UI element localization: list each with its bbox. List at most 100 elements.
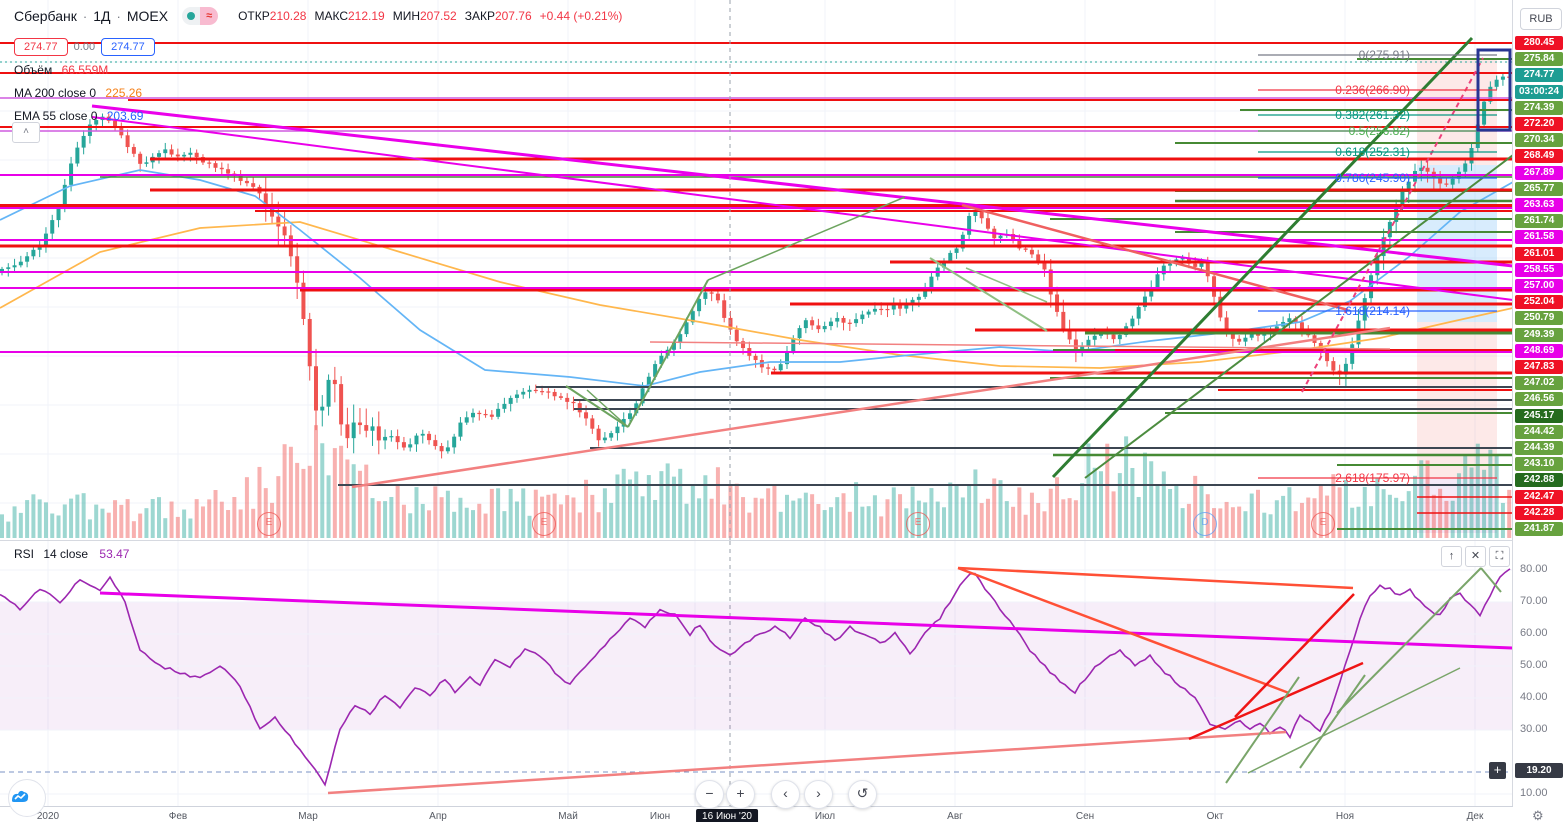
price-level-label: 247.83 bbox=[1515, 360, 1563, 374]
rsi-scale-tick: 80.00 bbox=[1520, 563, 1548, 575]
sell-order-button[interactable]: 274.77 bbox=[14, 38, 68, 56]
legend-collapse-button[interactable]: ˄ bbox=[12, 122, 40, 143]
fib-level-label: 0(275.91) bbox=[1358, 48, 1410, 62]
legend-separator: · bbox=[116, 8, 121, 24]
zoom-in-button[interactable]: + bbox=[726, 780, 755, 809]
fib-level-label: 0.618(252.31) bbox=[1335, 145, 1410, 159]
price-level-label: 268.49 bbox=[1515, 149, 1563, 164]
rsi-scale-tick: 30.00 bbox=[1520, 723, 1548, 735]
crosshair-date-tooltip: 16 Июн '20 bbox=[696, 809, 758, 822]
order-widget: 274.77 0.00 274.77 bbox=[14, 38, 622, 56]
scroll-right-button[interactable]: › bbox=[804, 780, 833, 809]
timeframe[interactable]: 1Д bbox=[93, 8, 111, 24]
price-level-label: 250.79 bbox=[1515, 311, 1563, 326]
zoom-out-button[interactable]: − bbox=[695, 780, 724, 809]
price-level-label: 270.34 bbox=[1515, 133, 1563, 148]
price-level-label: 242.47 bbox=[1515, 489, 1563, 504]
approx-data-icon: ≈ bbox=[200, 7, 219, 25]
price-level-label: 261.58 bbox=[1515, 230, 1563, 245]
ma200-value: 225.26 bbox=[105, 86, 143, 100]
time-axis-label: Май bbox=[558, 811, 578, 822]
price-level-label: 263.63 bbox=[1515, 198, 1563, 212]
time-axis[interactable]: 2020 Фев Мар Апр Май Июн Июл Авг Сен Окт Ноя Дек 16… bbox=[0, 806, 1513, 822]
reset-chart-button[interactable]: ↺ bbox=[848, 780, 877, 809]
earnings-marker[interactable]: E bbox=[532, 512, 556, 536]
time-axis-label: Апр bbox=[429, 811, 447, 822]
price-level-label: 275.84 bbox=[1515, 52, 1563, 67]
symbol-name[interactable]: Сбербанк bbox=[14, 8, 77, 24]
rsi-pane-buttons: ↑ ✕ ⛶ bbox=[1441, 546, 1510, 567]
time-axis-label: Сен bbox=[1075, 811, 1095, 822]
axis-settings-gear-icon[interactable]: ⚙ bbox=[1532, 808, 1544, 822]
volume-value: 66.559M bbox=[61, 63, 109, 77]
price-level-label: 244.42 bbox=[1515, 424, 1563, 439]
rsi-scale-tick: 40.00 bbox=[1520, 691, 1548, 703]
dividend-marker[interactable]: D bbox=[1193, 512, 1217, 536]
time-axis-label: Мар bbox=[298, 811, 318, 822]
time-axis-label: Дек bbox=[1466, 811, 1484, 822]
fib-level-label: 2.618(175.97) bbox=[1335, 471, 1410, 485]
close-pane-button[interactable]: ✕ bbox=[1465, 546, 1486, 567]
low-value: 207.52 bbox=[420, 9, 457, 23]
price-level-label: 274.77 bbox=[1515, 68, 1563, 83]
open-value: 210.28 bbox=[269, 9, 307, 23]
rsi-scale-tick: 10.00 bbox=[1520, 787, 1548, 799]
price-level-label: 261.01 bbox=[1515, 246, 1563, 261]
maximize-pane-button[interactable]: ⛶ bbox=[1489, 546, 1510, 567]
earnings-marker[interactable]: E bbox=[906, 512, 930, 536]
fib-level-label: 0.382(261.32) bbox=[1335, 108, 1410, 122]
price-level-label: 249.39 bbox=[1515, 327, 1563, 342]
time-axis-label: 2020 bbox=[36, 811, 60, 822]
chart-legend: Сбербанк · 1Д · MOEX ≈ ОТКР210.28 МАКС21… bbox=[14, 6, 622, 125]
fib-level-label: 1.618(214.14) bbox=[1335, 304, 1410, 318]
price-level-label: 272.20 bbox=[1515, 117, 1563, 131]
market-status-icon bbox=[182, 7, 201, 25]
scroll-left-button[interactable]: ‹ bbox=[771, 780, 800, 809]
legend-separator: · bbox=[82, 8, 88, 24]
price-scale[interactable]: RUB 280.45 275.84 274.77 03:00:24 274.39 272.… bbox=[1512, 0, 1566, 822]
earnings-marker[interactable]: E bbox=[257, 512, 281, 536]
price-level-label: 258.55 bbox=[1515, 262, 1563, 277]
price-level-label: 261.74 bbox=[1515, 214, 1563, 229]
rsi-scale-tick: 60.00 bbox=[1520, 627, 1548, 639]
ma200-legend[interactable]: MA 200 close 0 225.26 bbox=[14, 86, 143, 100]
price-level-label: 257.00 bbox=[1515, 279, 1563, 293]
rsi-params: 14 close bbox=[43, 547, 89, 561]
earnings-marker[interactable]: E bbox=[1311, 512, 1335, 536]
ema55-legend[interactable]: EMA 55 close 0 203.69 bbox=[14, 109, 144, 123]
buy-order-button[interactable]: 274.77 bbox=[101, 38, 155, 56]
price-level-label: 265.77 bbox=[1515, 181, 1563, 196]
close-value: 207.76 bbox=[494, 9, 532, 23]
time-axis-label: Авг bbox=[947, 811, 963, 822]
time-axis-label: Окт bbox=[1206, 811, 1224, 822]
rsi-scale-tick: 70.00 bbox=[1520, 595, 1548, 607]
price-level-label: 267.89 bbox=[1515, 165, 1563, 180]
change-value: +0.44 (+0.21%) bbox=[539, 9, 623, 23]
rsi-level-label: 19.20 bbox=[1515, 763, 1563, 778]
volume-legend[interactable]: Объём 66.559M bbox=[14, 63, 109, 77]
main-chart-canvas[interactable] bbox=[0, 0, 1513, 540]
move-pane-up-button[interactable]: ↑ bbox=[1441, 546, 1462, 567]
countdown-label: 03:00:24 bbox=[1515, 84, 1563, 99]
time-axis-label: Ноя bbox=[1335, 811, 1355, 822]
rsi-title: RSI bbox=[14, 547, 35, 561]
time-axis-label: Июл bbox=[814, 811, 836, 822]
status-pill[interactable]: ≈ bbox=[182, 7, 219, 25]
ema55-value: 203.69 bbox=[106, 109, 144, 123]
time-axis-label: Фев bbox=[168, 811, 188, 822]
tradingview-logo[interactable] bbox=[8, 779, 46, 817]
fib-level-label: 0.5(256.82) bbox=[1348, 124, 1410, 138]
rsi-value: 53.47 bbox=[99, 547, 130, 561]
rsi-legend[interactable]: RSI 14 close 53.47 bbox=[14, 547, 129, 561]
add-alert-button[interactable]: + bbox=[1489, 762, 1506, 779]
price-level-label: 246.56 bbox=[1515, 392, 1563, 407]
price-level-label: 242.88 bbox=[1515, 473, 1563, 488]
exchange-name[interactable]: MOEX bbox=[126, 8, 169, 24]
price-level-label: 252.04 bbox=[1515, 295, 1563, 310]
rsi-chart-canvas[interactable] bbox=[0, 540, 1513, 806]
fib-level-label: 0.786(245.90) bbox=[1335, 171, 1410, 185]
high-value: 212.19 bbox=[348, 9, 385, 23]
order-quantity[interactable]: 0.00 bbox=[73, 41, 96, 53]
currency-button[interactable]: RUB bbox=[1520, 8, 1562, 30]
